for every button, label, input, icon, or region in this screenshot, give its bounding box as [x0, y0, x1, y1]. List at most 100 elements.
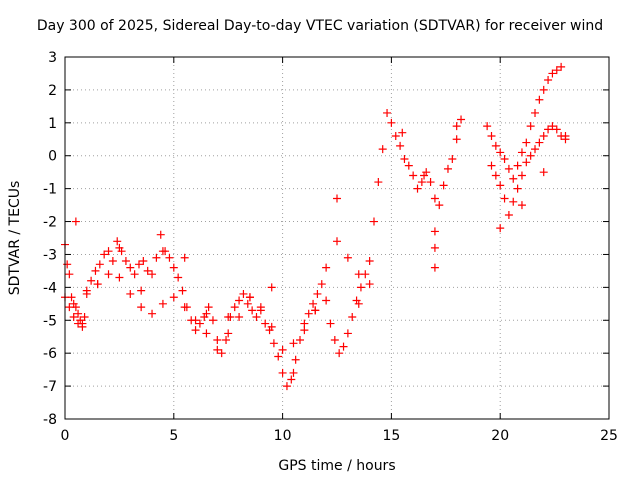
data-point — [365, 257, 374, 266]
data-point — [204, 303, 213, 312]
data-point — [343, 329, 352, 338]
data-point — [339, 342, 348, 351]
data-point — [143, 266, 152, 275]
data-point — [457, 115, 466, 124]
data-point — [335, 349, 344, 358]
data-point — [539, 85, 548, 94]
data-point — [544, 76, 553, 85]
data-point — [333, 237, 341, 246]
data-point — [504, 210, 513, 219]
data-point — [500, 194, 509, 203]
data-point — [178, 286, 187, 295]
data-point — [278, 368, 287, 377]
y-tick-label: 1 — [48, 116, 57, 132]
data-point — [531, 145, 540, 154]
data-point — [383, 108, 392, 117]
data-point — [252, 312, 261, 321]
data-point — [348, 312, 357, 321]
y-tick-label: -2 — [43, 215, 57, 231]
data-point — [517, 171, 526, 180]
data-point — [391, 131, 400, 140]
data-point — [191, 316, 200, 325]
data-point — [343, 253, 352, 262]
x-tick-label: 0 — [61, 428, 70, 444]
data-point — [544, 125, 553, 134]
data-point — [426, 178, 435, 187]
data-point — [535, 138, 544, 147]
data-point — [517, 201, 526, 210]
data-point — [80, 312, 89, 321]
data-point — [222, 336, 231, 345]
data-point — [420, 171, 429, 180]
data-point — [63, 260, 72, 269]
data-point — [95, 260, 104, 269]
data-point — [126, 289, 135, 298]
data-point — [413, 184, 422, 193]
y-tick-label: -8 — [43, 412, 57, 428]
data-point — [522, 158, 531, 167]
data-point — [224, 329, 233, 338]
data-point — [430, 194, 439, 203]
data-point — [491, 171, 500, 180]
data-point — [483, 122, 492, 131]
data-point — [430, 227, 439, 236]
data-point — [137, 303, 146, 312]
data-point — [191, 326, 200, 335]
data-point — [374, 178, 383, 187]
data-point — [243, 299, 252, 308]
data-point — [557, 131, 566, 140]
data-point — [78, 322, 87, 331]
data-point — [148, 270, 157, 279]
data-point — [202, 309, 211, 318]
data-point — [71, 217, 80, 226]
data-point — [487, 161, 496, 170]
data-point — [91, 266, 100, 275]
data-point — [435, 201, 444, 210]
data-point — [330, 336, 339, 345]
data-point — [115, 273, 124, 282]
data-point — [496, 224, 505, 233]
data-point — [356, 283, 365, 292]
data-point — [369, 217, 378, 226]
data-point — [311, 306, 320, 315]
data-point — [496, 148, 505, 157]
data-point — [517, 148, 526, 157]
data-point — [289, 368, 298, 377]
data-point — [430, 263, 439, 272]
data-point — [289, 339, 298, 348]
data-point — [487, 131, 496, 140]
x-axis-label: GPS time / hours — [278, 458, 395, 474]
data-point — [87, 276, 96, 285]
data-point — [317, 280, 326, 289]
y-tick-label: -3 — [43, 247, 57, 263]
data-point — [230, 303, 239, 312]
data-point — [448, 155, 457, 164]
plot-frame — [64, 56, 610, 420]
data-point — [496, 181, 505, 190]
data-point — [552, 125, 561, 134]
axis-ticks: 0 5 10 15 20 25 -8 -7 -6 -5 -4 -3 -2 -1 0 1 2 3 — [43, 50, 618, 444]
y-tick-label: -1 — [43, 182, 57, 198]
x-tick-label: 20 — [491, 428, 509, 444]
data-point — [539, 131, 548, 140]
data-point — [522, 138, 531, 147]
data-point — [504, 164, 513, 173]
data-point — [439, 181, 448, 190]
data-point — [267, 322, 276, 331]
data-point — [169, 293, 178, 302]
data-point — [296, 336, 305, 345]
data-point — [82, 289, 91, 298]
data-point — [509, 174, 518, 183]
data-point — [552, 66, 561, 75]
data-point — [248, 306, 257, 315]
y-tick-label: -6 — [43, 346, 57, 362]
data-point — [261, 319, 270, 328]
data-point — [354, 270, 363, 279]
data-point — [74, 309, 83, 318]
data-point — [539, 168, 548, 177]
data-markers — [61, 62, 570, 391]
data-point — [156, 230, 165, 239]
data-point — [65, 303, 74, 312]
data-point — [491, 141, 500, 150]
